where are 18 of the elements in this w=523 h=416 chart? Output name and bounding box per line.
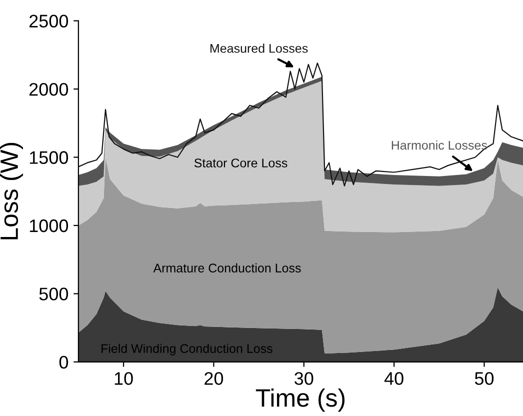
y-tick-label: 1500 <box>30 151 68 164</box>
x-tick-label: 40 <box>384 372 404 385</box>
y-tick-label: 1000 <box>30 219 68 232</box>
x-axis-title: Time (s) <box>256 388 345 412</box>
series-label: Armature Conduction Loss <box>153 263 301 272</box>
y-axis-title: Loss (W) <box>0 142 23 240</box>
series-label: Stator Core Loss <box>194 158 288 168</box>
series-label: Measured Losses <box>210 44 308 53</box>
x-tick-label: 30 <box>294 372 314 385</box>
series-label: Field Winding Conduction Loss <box>102 344 272 356</box>
x-tick-label: 20 <box>204 372 224 385</box>
series-label: Harmonic Losses <box>392 140 487 150</box>
x-tick-label: 10 <box>114 372 133 385</box>
x-tick-label: 50 <box>474 372 494 385</box>
y-tick-label: 0 <box>59 356 68 369</box>
y-tick-label: 500 <box>39 288 68 300</box>
y-tick-label: 2000 <box>29 82 68 96</box>
y-tick-label: 2500 <box>29 14 68 28</box>
